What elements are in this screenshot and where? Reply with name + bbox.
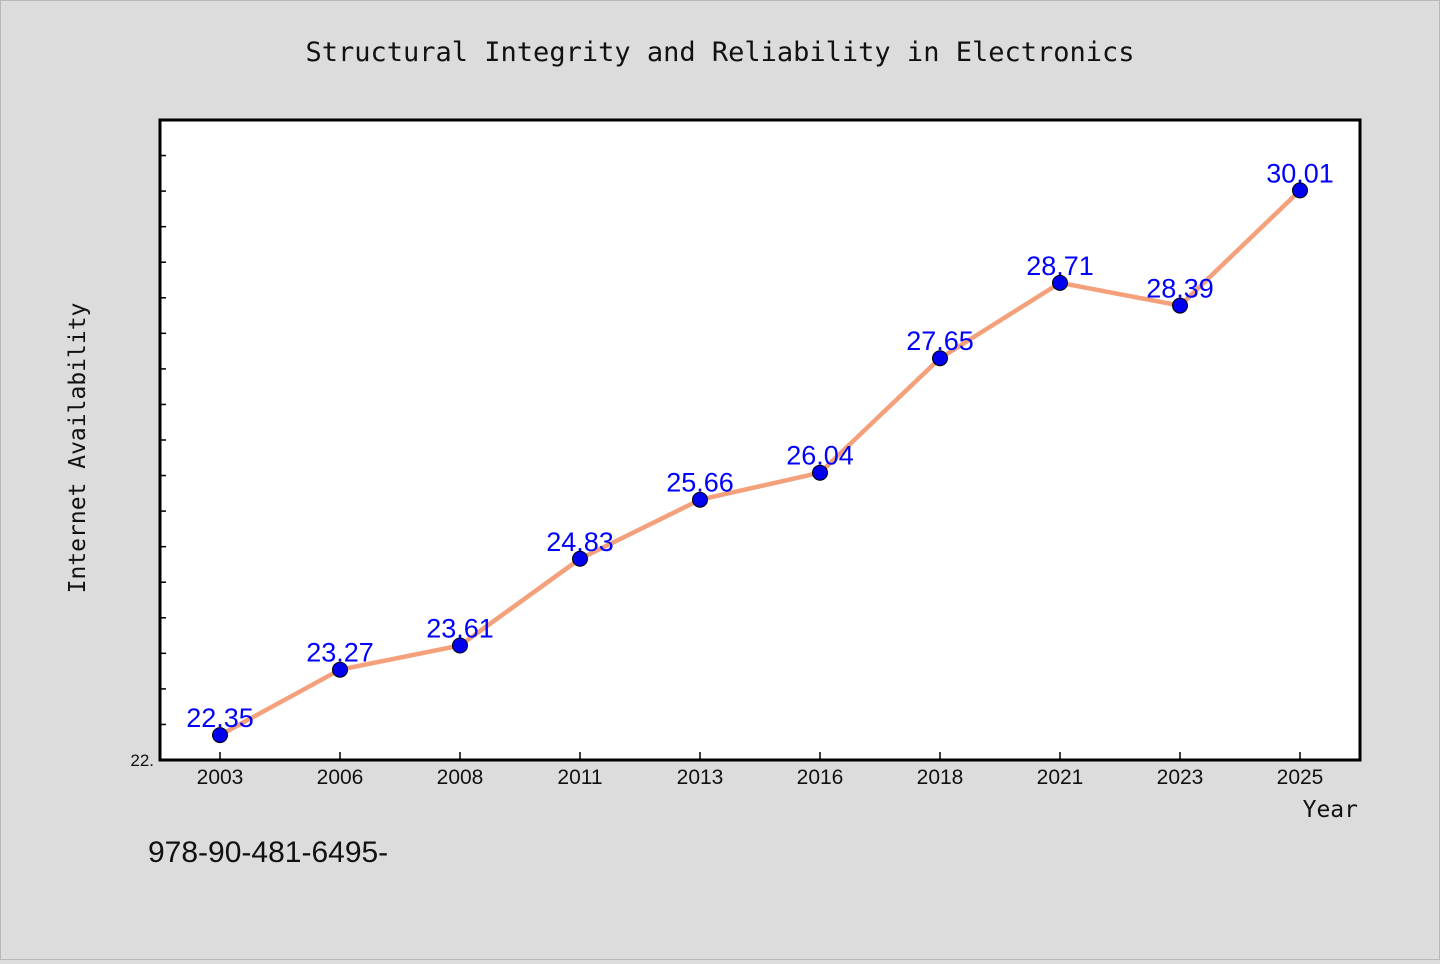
- data-point: [452, 637, 468, 654]
- y-axis-label: Internet Availability: [65, 303, 91, 594]
- x-axis-label: Year: [1303, 797, 1358, 823]
- y-tick-label: 22.: [130, 751, 154, 770]
- data-label: 27.65: [906, 326, 974, 356]
- data-labels-group: 22.35 23.27 23.61 24.83 25.66 26.04 27.65 28.71…: [186, 158, 1334, 733]
- data-label: 24.83: [546, 527, 614, 557]
- chart-title: Structural Integrity and Reliability in …: [305, 37, 1134, 68]
- plot-area: [160, 120, 1360, 760]
- x-tick-label: 2025: [1277, 766, 1324, 789]
- series-line: [217, 188, 1303, 738]
- data-label: 23.61: [426, 614, 494, 644]
- data-label: 25.66: [666, 468, 734, 498]
- data-label: 26.04: [786, 441, 854, 471]
- data-point: [212, 727, 228, 744]
- footer-code: 978-90-481-6495-: [148, 836, 388, 869]
- data-point: [572, 550, 588, 567]
- data-point: [332, 661, 348, 678]
- data-point: [1172, 297, 1188, 314]
- data-label: 30.01: [1266, 158, 1334, 188]
- x-axis-ticks: 2003 2006 2008 2011 2013 2016 2018 2021 2023 2025: [197, 752, 1324, 789]
- x-tick-label: 2006: [317, 766, 364, 789]
- plot-border: [158, 118, 1362, 762]
- x-tick-label: 2011: [557, 766, 602, 789]
- series-group: [212, 182, 1308, 744]
- x-tick-label: 2013: [677, 766, 724, 789]
- x-tick-label: 2023: [1157, 766, 1204, 789]
- x-tick-label: 2008: [437, 766, 484, 789]
- data-point: [932, 350, 948, 367]
- data-label: 28.39: [1146, 274, 1214, 304]
- data-label: 22.35: [186, 703, 254, 733]
- data-point: [1052, 274, 1068, 291]
- data-point: [812, 464, 828, 481]
- x-tick-label: 2003: [197, 766, 244, 789]
- x-tick-label: 2018: [917, 766, 964, 789]
- x-tick-label: 2016: [797, 766, 844, 789]
- data-label: 28.71: [1026, 251, 1094, 281]
- data-point: [692, 491, 708, 508]
- data-point: [1292, 182, 1308, 199]
- x-tick-label: 2021: [1037, 766, 1084, 789]
- data-label: 23.27: [306, 638, 374, 668]
